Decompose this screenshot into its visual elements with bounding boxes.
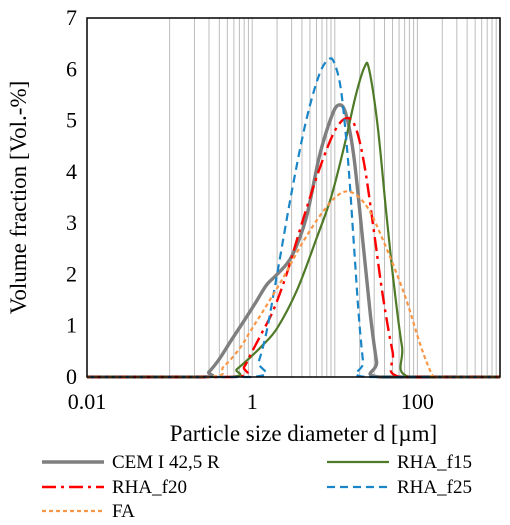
y-tick-label: 4 (66, 159, 77, 184)
legend-label: FA (112, 501, 135, 522)
series-line-rha-f25 (87, 57, 500, 379)
y-tick-label: 3 (66, 210, 77, 235)
x-axis-title: Particle size diameter d [µm] (170, 421, 437, 446)
x-tick-label: 0.01 (68, 389, 107, 414)
x-tick-label: 100 (401, 389, 434, 414)
legend-label: RHA_f20 (112, 477, 187, 498)
legend: CEM I 42,5 R RHA_f15 RHA_f20 RHA_f25 FA (42, 452, 472, 522)
legend-label: CEM I 42,5 R (112, 452, 220, 473)
y-tick-label: 5 (66, 108, 77, 133)
series-line-fa (87, 190, 500, 379)
series-line-cem-i-42-5-r (87, 103, 500, 379)
x-tick-label: 1 (247, 389, 258, 414)
legend-label: RHA_f25 (397, 477, 472, 498)
y-tick-label: 1 (66, 313, 77, 338)
y-tick-label: 7 (66, 5, 77, 30)
y-tick-label: 2 (66, 261, 77, 286)
y-tick-label: 6 (66, 56, 77, 81)
y-tick-label: 0 (66, 364, 77, 389)
plot-frame (86, 17, 501, 378)
series-line-rha-f20 (87, 116, 500, 379)
legend-label: RHA_f15 (397, 452, 472, 473)
tick-labels: 0 1 2 3 4 5 6 7 0.01 1 100 (66, 5, 434, 414)
y-axis-title: Volume fraction [Vol.-%] (6, 81, 31, 315)
gridlines (169, 18, 497, 377)
series-line-rha-f15 (87, 61, 500, 379)
series-lines (87, 57, 500, 379)
